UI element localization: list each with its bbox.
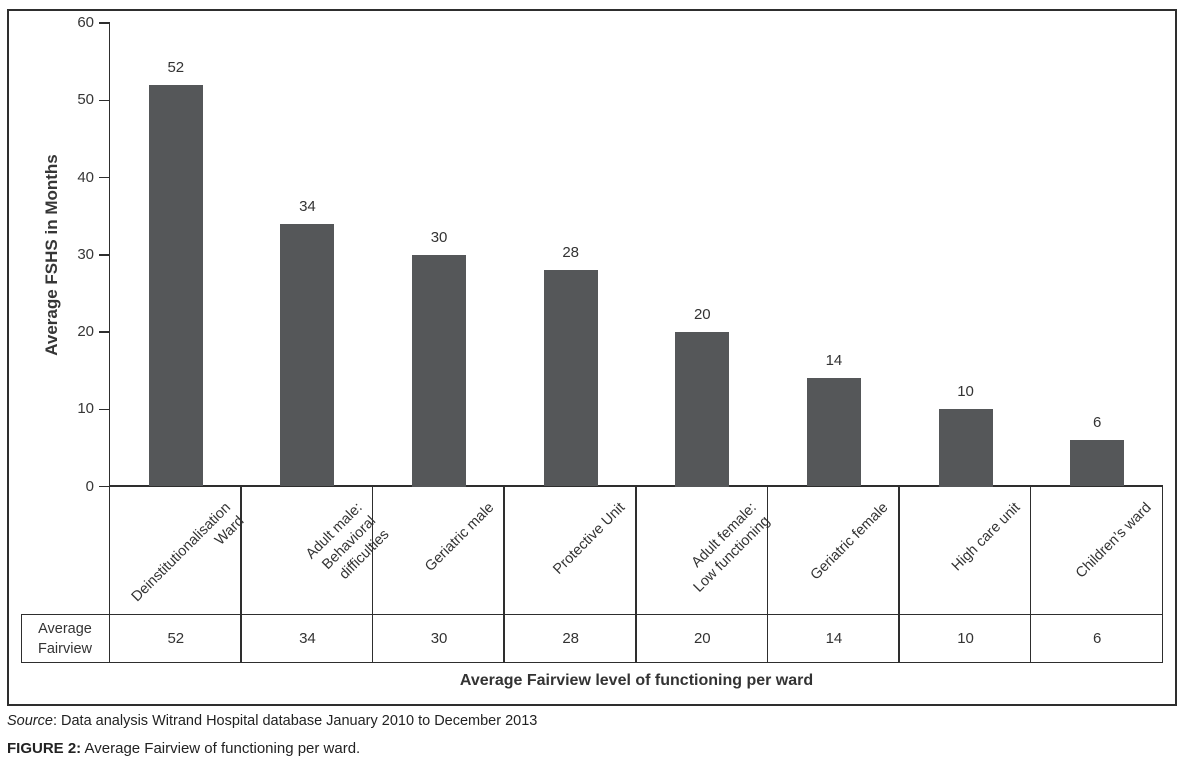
category-cell: Geriatric male <box>373 487 505 615</box>
column-separator <box>1029 485 1032 663</box>
y-tick-mark <box>99 22 110 24</box>
bar <box>1070 440 1125 487</box>
bar-value-label: 52 <box>167 58 185 76</box>
figure-caption-text: Average Fairview of functioning per ward… <box>81 740 361 757</box>
y-tick-label: 30 <box>77 245 94 263</box>
column-separator <box>1161 485 1163 663</box>
table-top-border <box>20 613 1163 615</box>
figure-caption: FIGURE 2: Average Fairview of functionin… <box>7 740 360 757</box>
bar-value-label: 28 <box>562 244 580 262</box>
category-cell: Children’s ward <box>1031 487 1163 615</box>
column-separator <box>503 485 505 663</box>
bar <box>806 378 861 487</box>
bar <box>938 409 993 487</box>
table-cell-value: 20 <box>693 630 711 647</box>
figure-caption-label: FIGURE 2: <box>7 740 82 757</box>
table-left-border <box>20 613 22 663</box>
column-separator <box>635 485 637 663</box>
y-tick-label: 10 <box>77 400 94 418</box>
y-tick-mark <box>99 254 110 256</box>
table-bottom-border <box>20 661 1163 663</box>
y-tick-label: 20 <box>77 323 94 340</box>
y-tick-label: 0 <box>85 477 94 495</box>
column-separator <box>240 485 242 663</box>
category-cell: High care unit <box>900 487 1032 615</box>
bar <box>543 270 598 487</box>
category-label: Children’s ward <box>1073 499 1156 582</box>
table-cell-value: 30 <box>430 630 448 647</box>
category-label: Protective Unit <box>550 499 629 578</box>
bar <box>148 84 203 487</box>
category-cell: Deinstitutionalisation Ward <box>110 487 247 615</box>
category-label: Geriatric female <box>808 499 892 584</box>
y-tick-mark <box>99 485 110 488</box>
table-cell-value: 14 <box>825 630 843 647</box>
column-separator <box>766 485 769 663</box>
y-tick-label: 60 <box>77 14 94 31</box>
x-axis-title: Average Fairview level of functioning pe… <box>459 672 814 689</box>
category-label: Geriatric male <box>421 499 497 575</box>
column-separator <box>108 485 110 663</box>
column-separator <box>898 485 900 663</box>
source-note: Source: Data analysis Witrand Hospital d… <box>7 713 537 729</box>
y-tick-label: 40 <box>77 168 94 186</box>
y-tick-mark <box>99 408 110 410</box>
bar <box>675 332 730 487</box>
table-cell-value: 6 <box>1093 630 1102 647</box>
table-cell-value: 34 <box>299 630 316 647</box>
category-label: Adult female: Low functioning <box>688 499 774 596</box>
category-label: High care unit <box>948 499 1024 575</box>
category-cell: Adult male: Behavioral difficulties <box>242 487 392 615</box>
table-row-label: Average Fairview <box>38 620 92 657</box>
bar-value-label: 10 <box>957 383 974 401</box>
bar-value-label: 14 <box>825 352 843 370</box>
bar <box>412 254 467 487</box>
bar-value-label: 6 <box>1093 414 1102 432</box>
table-cell-value: 28 <box>562 630 580 647</box>
y-tick-mark <box>99 331 110 333</box>
table-cell-value: 10 <box>957 630 974 647</box>
table-cell-value: 52 <box>167 630 185 647</box>
y-tick-label: 50 <box>77 91 94 109</box>
category-cell: Adult female: Low functioning <box>637 487 774 615</box>
bar <box>280 223 335 487</box>
source-note-label: Source <box>7 713 53 729</box>
category-label: Deinstitutionalisation Ward <box>128 499 248 606</box>
category-cell: Protective Unit <box>505 487 637 615</box>
bar-value-label: 34 <box>299 197 316 215</box>
bar-value-label: 20 <box>693 306 711 323</box>
column-separator <box>371 485 374 663</box>
chart-frame <box>7 9 1177 706</box>
source-note-text: : Data analysis Witrand Hospital databas… <box>52 713 538 729</box>
y-tick-mark <box>99 99 110 101</box>
bar-value-label: 30 <box>430 228 448 246</box>
y-tick-mark <box>99 176 110 179</box>
category-cell: Geriatric female <box>768 487 900 615</box>
